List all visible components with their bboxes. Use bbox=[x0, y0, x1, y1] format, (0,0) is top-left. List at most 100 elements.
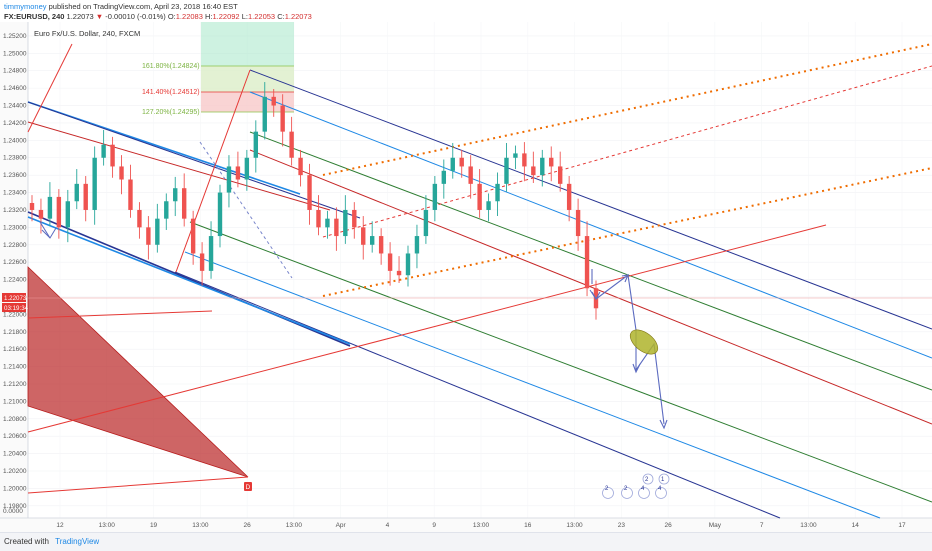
red-triangle-drawing[interactable] bbox=[27, 266, 249, 478]
y-tick-label: 1.20600 bbox=[3, 433, 27, 440]
x-tick-label: 9 bbox=[432, 522, 436, 529]
candle-body bbox=[387, 253, 393, 271]
high-label: H: bbox=[204, 12, 213, 21]
y-tick-label: 1.23800 bbox=[3, 155, 27, 162]
high-value: 1.22092 bbox=[212, 12, 240, 21]
x-tick-label: 13:00 bbox=[286, 522, 303, 529]
event-count: 1 bbox=[661, 477, 665, 483]
fib-label-1272: 127.20%(1.24295) bbox=[142, 109, 200, 116]
candle-body bbox=[101, 144, 106, 158]
candle-body bbox=[298, 157, 303, 176]
last-price: 1.22073 bbox=[66, 12, 94, 21]
symbol-label: FX:EURUSD bbox=[4, 12, 48, 21]
chart-title: Euro Fx/U.S. Dollar, 240, FXCM bbox=[34, 29, 140, 38]
close-label: C: bbox=[277, 12, 285, 21]
ohlc-line: FX:EURUSD, 240 1.22073 ▼ -0.00010 (-0.01… bbox=[4, 12, 312, 21]
target-zone-ellipse[interactable] bbox=[626, 325, 662, 359]
x-tick-label: 26 bbox=[664, 522, 672, 529]
created-with-text: Created with bbox=[4, 537, 49, 546]
candle-body bbox=[47, 196, 53, 219]
candle-body bbox=[450, 157, 455, 171]
marker-badge-label: D bbox=[246, 484, 251, 491]
x-tick-label: 7 bbox=[760, 522, 764, 529]
y-tick-label: 1.23600 bbox=[3, 172, 27, 179]
candle-body bbox=[575, 209, 581, 237]
event-count: 2 bbox=[624, 486, 628, 492]
price-chart[interactable]: 161.80%(1.24824) 141.40%(1.24512) 127.20… bbox=[0, 22, 932, 532]
y-tick-label: 1.21200 bbox=[3, 381, 27, 388]
event-badge bbox=[638, 487, 650, 499]
candle-body bbox=[271, 96, 276, 106]
y-tick-label: 1.23200 bbox=[3, 207, 27, 214]
y-tick-label: 1.20000 bbox=[3, 485, 27, 492]
y-tick-label: 1.24800 bbox=[3, 68, 27, 75]
candle-body bbox=[549, 157, 554, 167]
event-badge bbox=[621, 487, 633, 499]
x-tick-label: 19 bbox=[150, 522, 158, 529]
marker-badge[interactable]: D bbox=[244, 482, 252, 491]
candle-body bbox=[307, 175, 312, 210]
candle-body bbox=[262, 96, 267, 132]
price-badge-label: 1.22073 bbox=[4, 295, 27, 302]
candlesticks[interactable] bbox=[29, 82, 599, 320]
candle-body bbox=[217, 192, 223, 237]
time-axis-panel[interactable] bbox=[0, 518, 932, 532]
event-badge bbox=[602, 487, 614, 499]
event-badge bbox=[642, 473, 654, 485]
candle-body bbox=[83, 183, 88, 210]
chart-header: timmymoney published on TradingView.com,… bbox=[0, 0, 932, 22]
event-count: 4 bbox=[641, 486, 645, 492]
economic-events[interactable]: 2 2 4 4 2 1 bbox=[602, 473, 670, 499]
y-tick-label: 1.22800 bbox=[3, 242, 27, 249]
candle-body bbox=[199, 253, 205, 271]
candle-body bbox=[92, 157, 97, 210]
y-tick-label: 1.21600 bbox=[3, 346, 27, 353]
y-tick-label: 1.20800 bbox=[3, 416, 27, 423]
candle-body bbox=[65, 201, 71, 228]
y-tick-label: 1.20200 bbox=[3, 468, 27, 475]
y-tick-label: 1.24000 bbox=[3, 137, 27, 144]
open-label: O: bbox=[167, 12, 176, 21]
y-tick-label: 1.19800 bbox=[3, 503, 27, 510]
event-count: 2 bbox=[605, 486, 609, 492]
candle-body bbox=[56, 196, 62, 228]
candle-body bbox=[414, 236, 420, 254]
x-tick-label: 26 bbox=[243, 522, 251, 529]
candle-body bbox=[513, 153, 518, 158]
tradingview-brand[interactable]: TradingView bbox=[55, 537, 100, 546]
price-badge: 1.22073 03:19:34 bbox=[2, 293, 29, 312]
price-axis-panel[interactable] bbox=[0, 22, 28, 532]
candle-body bbox=[334, 218, 339, 237]
candle-body bbox=[557, 166, 563, 184]
y-tick-label: 1.23000 bbox=[3, 224, 27, 231]
change-value: -0.00010 (-0.01%) bbox=[105, 12, 166, 21]
candle-body bbox=[74, 183, 79, 202]
y-tick-label: 1.21800 bbox=[3, 329, 27, 336]
candle-body bbox=[316, 209, 321, 228]
candle-body bbox=[396, 270, 402, 276]
candle-body bbox=[584, 236, 590, 289]
x-tick-label: 13:00 bbox=[192, 522, 209, 529]
x-tick-label: May bbox=[709, 522, 722, 529]
published-text: published on TradingView.com, April 23, … bbox=[46, 2, 238, 11]
close-value: 1.22073 bbox=[284, 12, 312, 21]
y-tick-label: 1.21000 bbox=[3, 398, 27, 405]
candle-body bbox=[110, 144, 115, 167]
candle-body bbox=[468, 166, 473, 184]
x-tick-label: Apr bbox=[336, 522, 347, 529]
candle-body bbox=[226, 166, 232, 193]
fib-extension[interactable]: 161.80%(1.24824) 141.40%(1.24512) 127.20… bbox=[142, 22, 294, 116]
orange-channel[interactable] bbox=[322, 43, 932, 297]
x-tick-label: 4 bbox=[386, 522, 390, 529]
candle-body bbox=[155, 218, 160, 245]
pitchfork-lines[interactable] bbox=[27, 43, 932, 519]
event-badge bbox=[658, 473, 670, 485]
candle-body bbox=[495, 183, 500, 202]
candle-body bbox=[361, 227, 366, 245]
candle-body bbox=[405, 253, 411, 276]
author-link[interactable]: timmymoney bbox=[4, 2, 47, 11]
candle-body bbox=[352, 209, 357, 228]
x-tick-label: 14 bbox=[852, 522, 860, 529]
candle-body bbox=[244, 157, 250, 180]
created-with: Created with TradingView bbox=[4, 537, 99, 546]
